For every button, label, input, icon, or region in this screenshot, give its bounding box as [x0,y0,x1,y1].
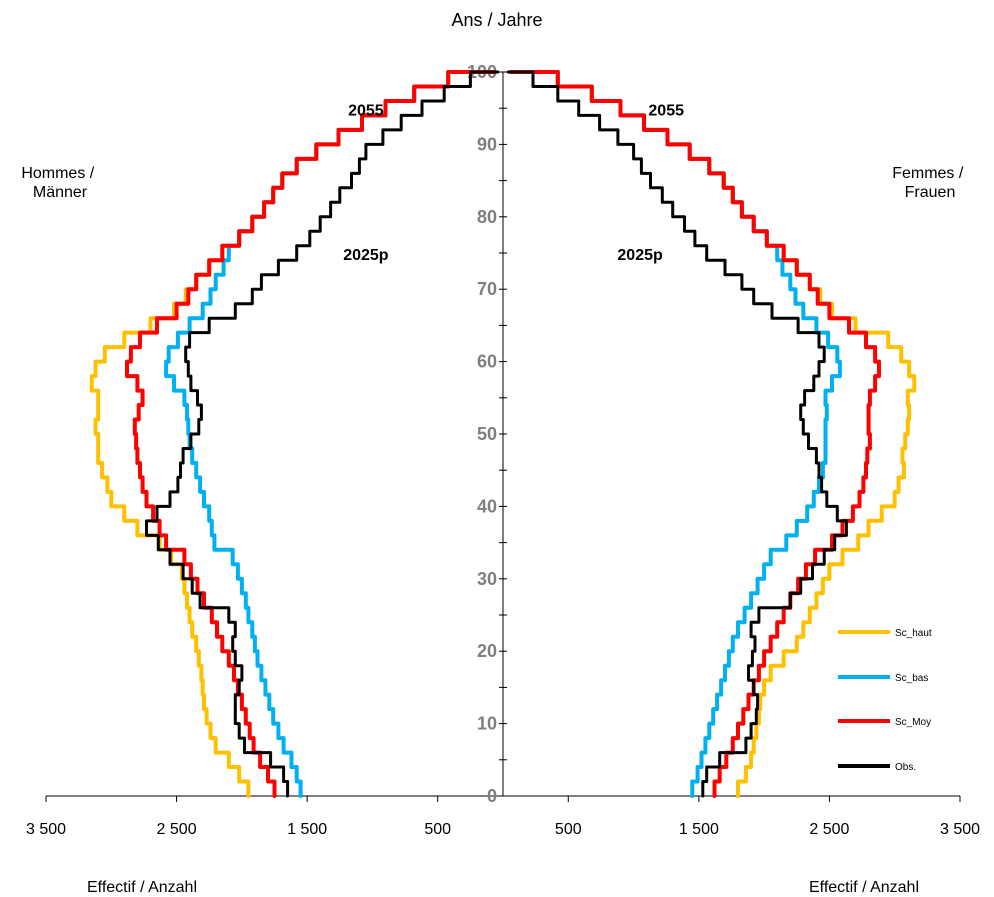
y-tick-label: 10 [477,714,497,734]
x-tick-label: 3 500 [940,821,980,838]
x-tick-label: 500 [424,821,451,838]
right-side-label: Femmes / Frauen [892,165,968,201]
y-tick-label: 50 [477,424,497,444]
x-axis-label-left: Effectif / Anzahl [87,879,197,896]
chart-title: Ans / Jahre [451,10,542,30]
x-tick-label: 500 [555,821,582,838]
right-side-label-line-2: Frauen [905,184,956,201]
x-axis-label-right: Effectif / Anzahl [809,879,919,896]
y-tick-label: 80 [477,207,497,227]
series-line-obs-male [145,70,500,798]
y-tick-label: 30 [477,569,497,589]
legend-label: Sc_Moy [895,717,931,728]
legend-label: Sc_bas [895,673,928,684]
y-tick-label: 90 [477,134,497,154]
axes: 3 500 2 500 1 500 500 500 1 500 2 500 3 500 0 10 2… [26,62,980,838]
right-side-label-line-1: Femmes / [892,165,964,182]
y-tick-label: 60 [477,352,497,372]
x-tick-label: 3 500 [26,821,66,838]
x-tick-label: 1 500 [287,821,327,838]
annotation-label: 2025p [617,247,663,264]
series-line-scmoy-male [125,70,498,798]
annotation-label: 2055 [348,102,384,119]
legend: Sc_haut Sc_bas Sc_Moy Obs. [838,628,932,773]
legend-label: Sc_haut [895,628,932,639]
y-tick-label: 70 [477,279,497,299]
series-line-scbas-female [508,70,842,798]
left-side-label: Hommes / Männer [21,165,98,201]
left-side-label-line-2: Männer [33,184,88,201]
y-tick-label: 20 [477,641,497,661]
annotation-label: 2025p [343,247,389,264]
legend-label: Obs. [895,762,916,773]
series-line-scmoy-female [508,70,881,798]
annotation-label: 2055 [648,102,684,119]
y-tick-label: 40 [477,496,497,516]
series-line-scbas-male [164,70,498,798]
series-line-obs-female [506,70,848,798]
x-tick-label: 1 500 [679,821,719,838]
series-line-schaut-female [508,70,917,798]
x-tick-label: 2 500 [157,821,197,838]
series-lines [89,70,917,798]
annotations: 2055 2055 2025p 2025p [343,102,684,264]
series-line-schaut-male [89,70,498,798]
y-tick-label: 0 [487,786,497,806]
left-side-label-line-1: Hommes / [21,165,94,182]
x-tick-label: 2 500 [809,821,849,838]
